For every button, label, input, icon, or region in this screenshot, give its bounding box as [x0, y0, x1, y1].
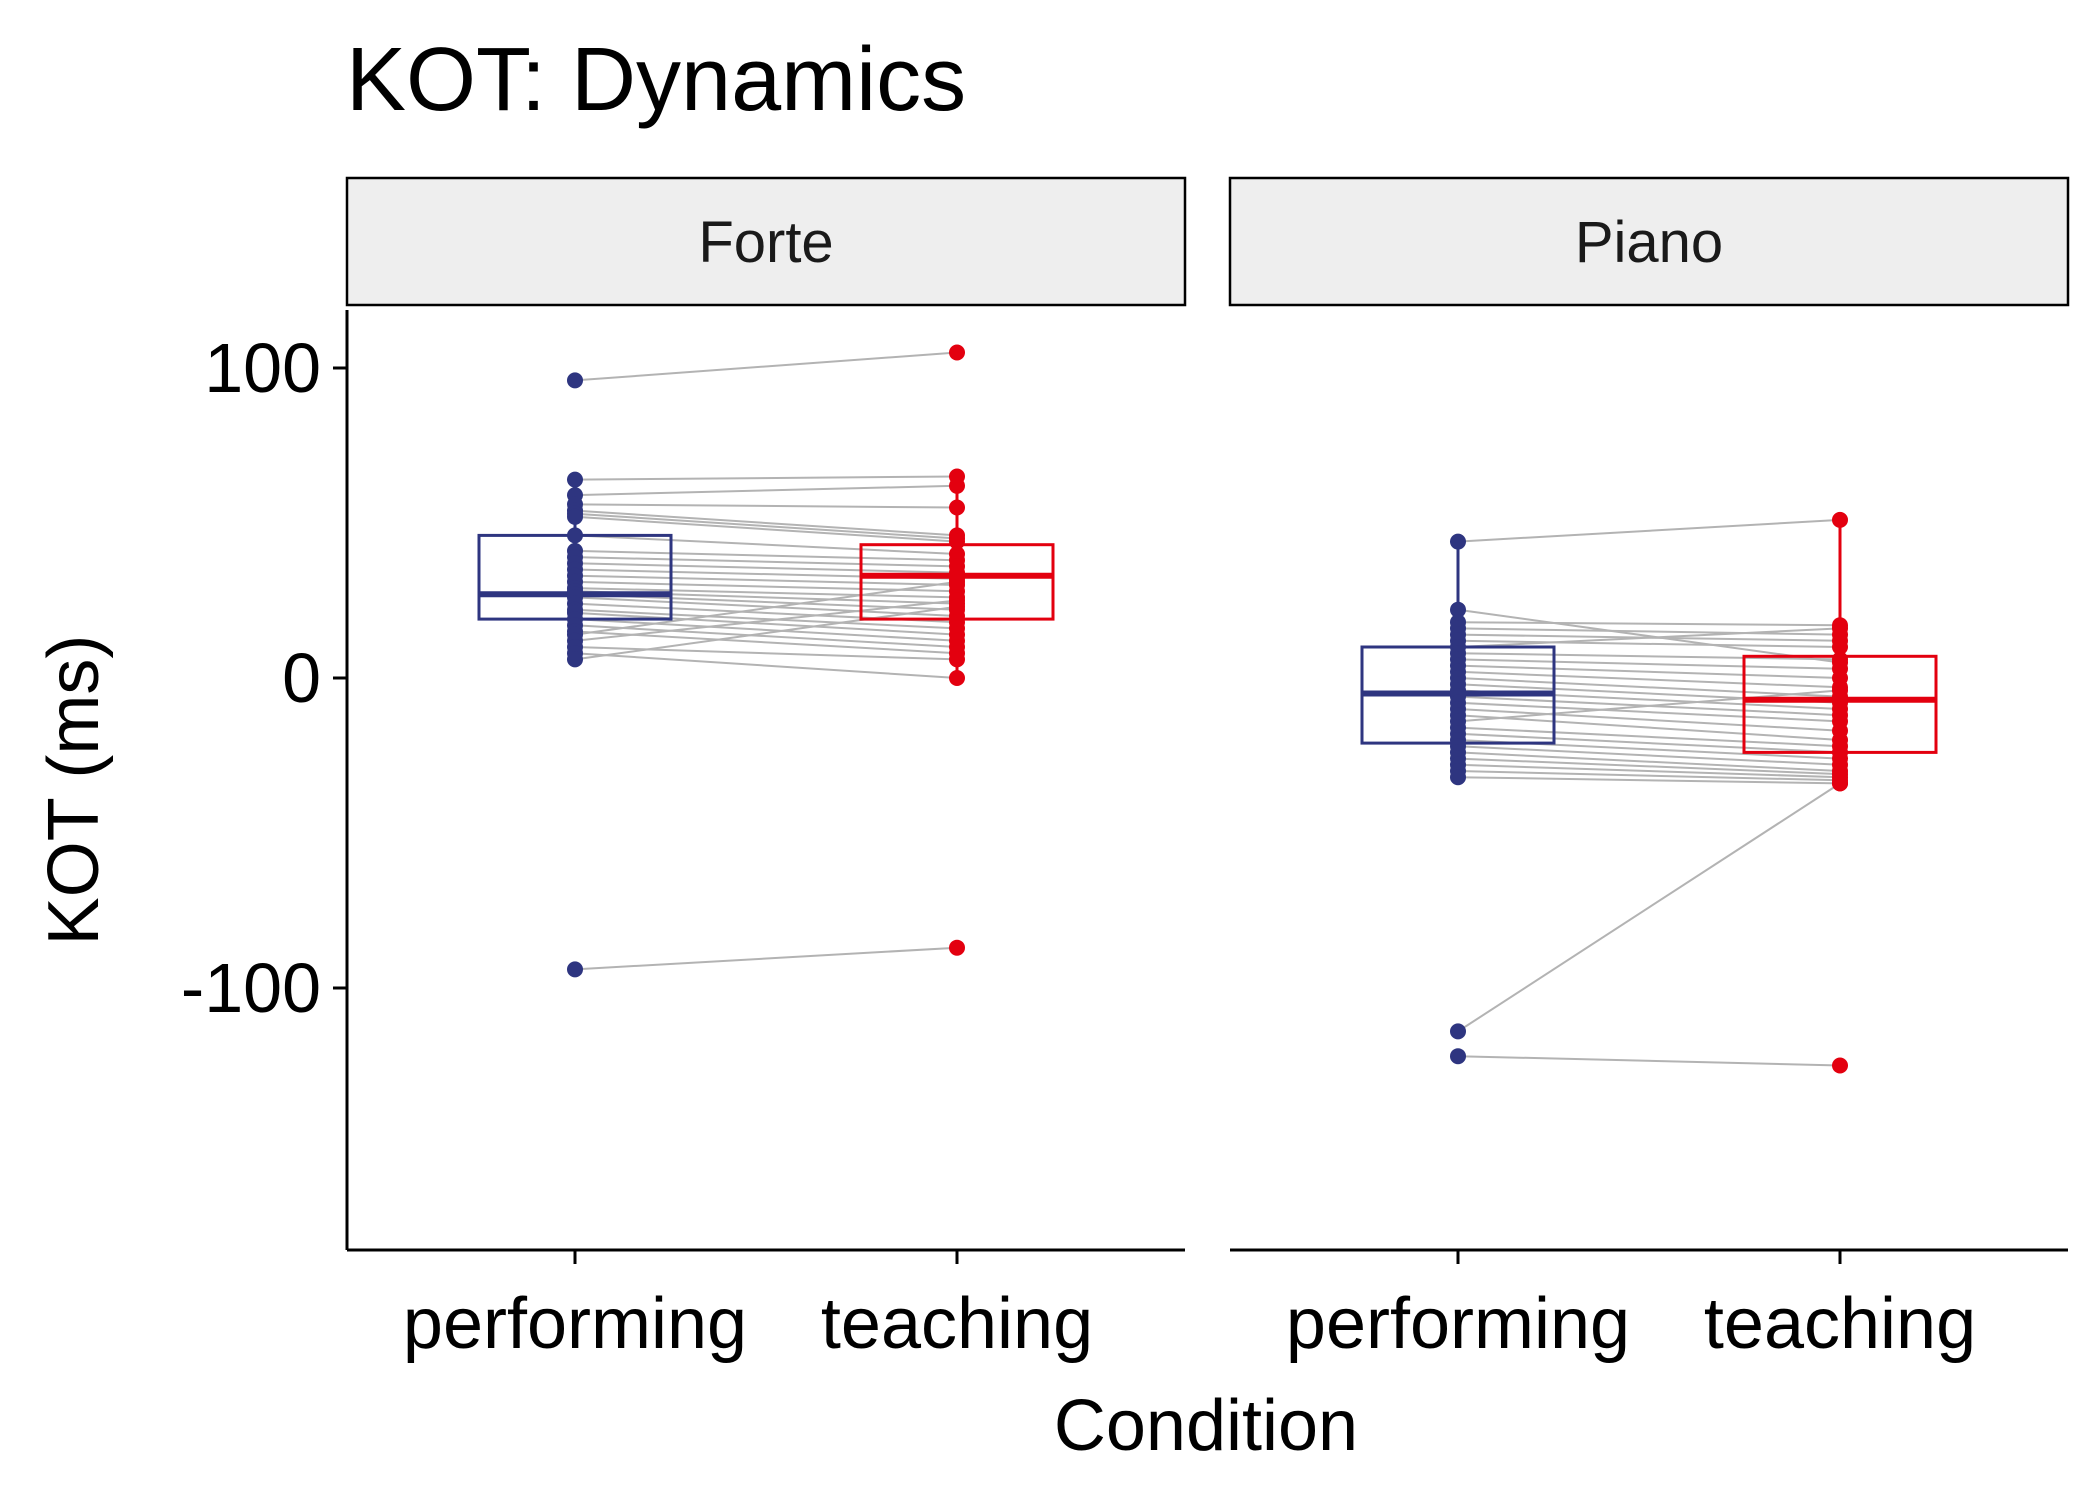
data-point: [949, 573, 965, 590]
pair-line: [574, 652, 958, 679]
data-point: [949, 477, 965, 494]
data-point: [1832, 1057, 1848, 1074]
pair-line: [574, 503, 958, 509]
y-tick-label: 100: [204, 329, 321, 407]
pair-line: [574, 580, 958, 636]
pair-line: [574, 562, 958, 574]
data-point: [1832, 775, 1848, 792]
data-point: [1450, 1023, 1466, 1040]
data-point: [567, 471, 583, 488]
pair-line: [574, 509, 958, 537]
pair-line: [1457, 689, 1841, 723]
pair-line: [574, 515, 958, 543]
pair-line: [1457, 670, 1841, 689]
data-point: [949, 939, 965, 956]
pair-line: [1457, 701, 1841, 723]
data-point: [567, 651, 583, 668]
data-point: [567, 508, 583, 525]
pair-line: [574, 611, 958, 636]
pair-line: [1457, 677, 1841, 698]
pair-line: [574, 946, 958, 971]
data-point: [1450, 601, 1466, 618]
pair-line: [1457, 708, 1841, 732]
pair-line: [1457, 763, 1841, 779]
x-tick-label: performing: [1286, 1284, 1630, 1364]
pair-line: [1457, 714, 1841, 741]
facet-panel-forte: Forte performing teaching: [345, 176, 1187, 1364]
pair-line: [1457, 627, 1841, 648]
pair-line: [1457, 518, 1841, 543]
pair-line: [574, 605, 958, 661]
x-axis-label: Condition: [1054, 1386, 1358, 1466]
pair-line: [574, 512, 958, 540]
pair-line: [1457, 745, 1841, 766]
data-point: [949, 651, 965, 668]
pair-line: [1457, 639, 1841, 648]
pair-line: [1457, 627, 1841, 636]
data-point: [567, 372, 583, 389]
pair-line: [574, 580, 958, 593]
pair-line: [574, 587, 958, 599]
pair-line: [1457, 664, 1841, 679]
pair-line: [1457, 621, 1841, 627]
pair-line: [574, 618, 958, 642]
y-tick-label: 0: [282, 639, 321, 717]
pair-line: [1457, 757, 1841, 776]
data-point: [567, 961, 583, 978]
facet-strip: [345, 176, 1187, 307]
data-point: [949, 670, 965, 686]
pair-line: [1457, 732, 1841, 754]
pair-line: [574, 574, 958, 586]
plot-layer: 100 0 -100 Forte performing teaching Piano perf…: [181, 176, 2070, 1364]
pair-line: [1457, 658, 1841, 670]
pair-line: [574, 630, 958, 655]
x-tick-label: teaching: [1704, 1284, 1976, 1364]
pair-line: [574, 556, 958, 568]
data-point: [949, 499, 965, 516]
pair-line: [574, 484, 958, 497]
x-tick-label: teaching: [821, 1284, 1093, 1364]
pair-line: [1457, 726, 1841, 748]
facet-strip-label: Piano: [1575, 210, 1723, 275]
data-point: [567, 527, 583, 544]
facet-strip-label: Forte: [698, 210, 833, 275]
y-tick-label: -100: [181, 949, 321, 1027]
pair-line: [574, 624, 958, 648]
pair-line: [1457, 1055, 1841, 1067]
data-point: [1450, 533, 1466, 550]
pair-line: [1457, 751, 1841, 772]
pair-line: [574, 646, 958, 661]
pair-line: [1457, 770, 1841, 782]
pair-line: [574, 608, 958, 630]
data-point: [949, 344, 965, 361]
data-point: [1450, 769, 1466, 786]
pair-line: [1457, 608, 1841, 664]
y-axis-label: KOT (ms): [34, 635, 114, 946]
chart-title: KOT: Dynamics: [346, 30, 966, 130]
pair-line: [574, 549, 958, 562]
pair-line: [574, 351, 958, 382]
pair-line: [574, 599, 958, 642]
pair-line: [1457, 652, 1841, 661]
data-point: [949, 598, 965, 615]
data-point: [1832, 620, 1848, 637]
data-point: [1832, 639, 1848, 655]
data-point: [949, 533, 965, 550]
data-point: [1832, 682, 1848, 699]
pair-line: [574, 534, 958, 555]
x-tick-label: performing: [403, 1284, 747, 1364]
data-point: [1450, 1048, 1466, 1065]
pair-line: [574, 596, 958, 617]
pair-line: [1457, 776, 1841, 785]
pair-line: [574, 475, 958, 481]
facet-panel-piano: Piano performing teaching: [1228, 176, 2070, 1364]
data-point: [1832, 511, 1848, 528]
facet-strip: [1228, 176, 2070, 307]
pair-line: [1457, 782, 1841, 1033]
